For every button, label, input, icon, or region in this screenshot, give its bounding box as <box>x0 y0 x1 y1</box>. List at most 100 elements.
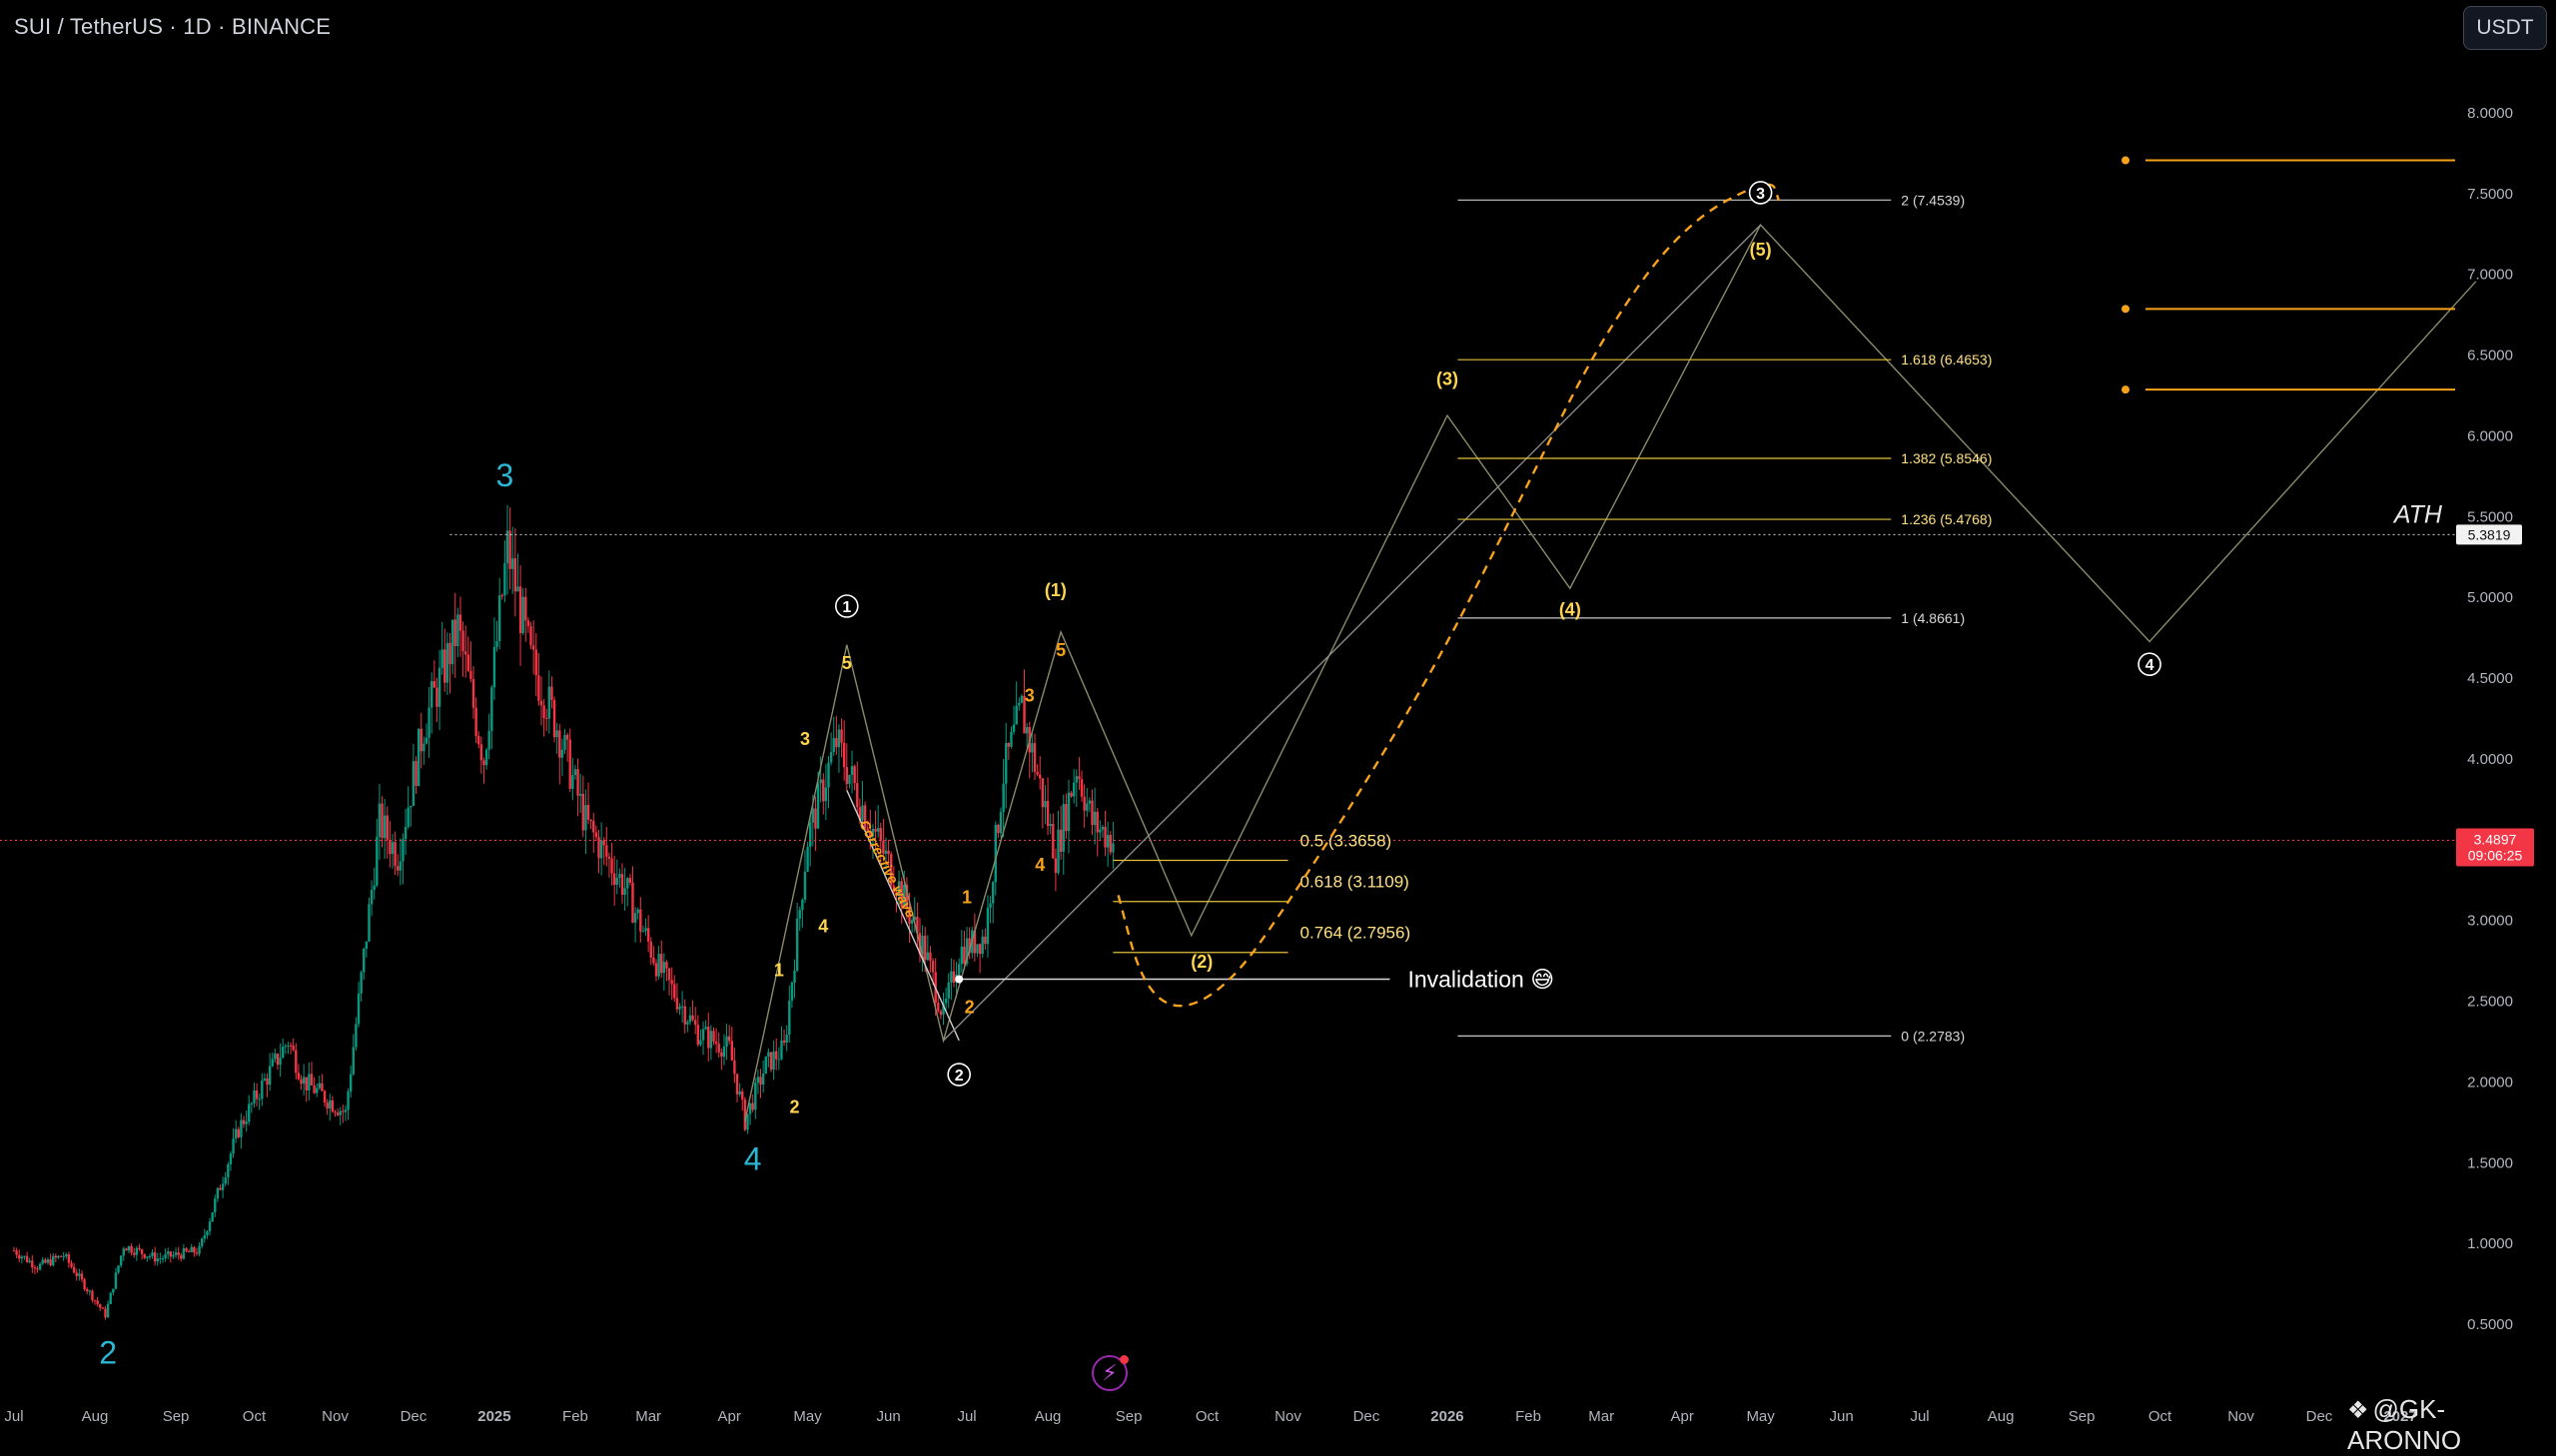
wave-label-circled: 4 <box>2145 657 2154 674</box>
candle-body <box>599 840 603 859</box>
candle-body <box>461 630 464 652</box>
candle-body <box>602 840 605 846</box>
candle-body <box>1093 811 1097 826</box>
candle-body <box>916 916 919 934</box>
wave-circle-marker <box>834 594 859 618</box>
candle-body <box>185 1248 188 1251</box>
candle-body <box>1049 823 1052 827</box>
candle-body <box>386 815 389 840</box>
candle-body <box>937 1003 940 1012</box>
candle-body <box>28 1260 31 1262</box>
candle-body <box>910 920 914 924</box>
candle-body <box>1075 776 1079 783</box>
x-axis-tick-label: Nov <box>322 1408 349 1425</box>
candle-body <box>976 944 979 954</box>
candle-body <box>686 1022 689 1025</box>
candle-body <box>978 944 982 955</box>
ath-price-tag <box>2456 524 2522 545</box>
candle-body <box>448 642 451 665</box>
target-dot <box>2122 305 2130 314</box>
candle-body <box>722 1046 726 1058</box>
candle-body <box>879 828 882 842</box>
y-axis-tick-label: 7.0000 <box>2467 267 2513 284</box>
candle-body <box>46 1259 50 1263</box>
candle-body <box>929 952 932 962</box>
candle-body <box>997 825 1000 834</box>
candle-body <box>1023 695 1026 734</box>
candle-body <box>1106 835 1110 848</box>
candle-body <box>1091 800 1094 826</box>
candle-body <box>410 806 413 808</box>
x-axis-tick-label: Oct <box>1196 1408 1220 1425</box>
candle-body <box>699 1040 702 1046</box>
candle-body <box>678 1006 681 1010</box>
target-dot <box>2122 385 2130 394</box>
candle-body <box>1086 803 1089 811</box>
x-axis-tick-label: Apr <box>1671 1408 1694 1425</box>
x-axis-tick-label: Jul <box>1910 1408 1929 1425</box>
candle-body <box>756 1077 760 1084</box>
candle-body <box>420 728 423 752</box>
corrective-wave-line <box>846 789 960 1042</box>
lightning-icon[interactable]: ⚡ <box>1092 1355 1129 1391</box>
candle-body <box>837 729 841 748</box>
candle-body <box>93 1299 97 1301</box>
candle-body <box>1052 823 1055 859</box>
candle-body <box>78 1273 81 1276</box>
candle-body <box>172 1254 175 1257</box>
projected-path <box>1117 183 1781 1008</box>
candle-body <box>1104 826 1107 848</box>
x-axis-tick-label: Nov <box>1275 1408 1301 1425</box>
currency-button[interactable]: USDT <box>2463 6 2547 50</box>
candle-body <box>487 730 490 750</box>
wave-label-intermediate: 4 <box>818 917 828 937</box>
candle-body <box>234 1128 238 1139</box>
candle-body <box>657 954 660 977</box>
candle-body <box>513 558 517 592</box>
candle-body <box>1039 774 1042 779</box>
x-axis-tick-label: May <box>1746 1408 1775 1425</box>
y-axis-tick-label: 7.5000 <box>2467 186 2513 203</box>
candle-body <box>819 779 822 784</box>
candle-body <box>576 769 579 796</box>
candle-body <box>329 1099 332 1109</box>
candle-body <box>96 1300 99 1304</box>
fib-retracement-label: 0.764 (2.7956) <box>1300 924 1411 943</box>
candle-body <box>355 1024 358 1048</box>
candle-body <box>59 1255 63 1257</box>
ath-price-tag-text: 5.3819 <box>2468 526 2511 542</box>
x-axis-tick-label: Sep <box>1116 1408 1143 1425</box>
candle-body <box>754 1083 757 1110</box>
candle-body <box>730 1041 733 1061</box>
candle-body <box>221 1183 225 1190</box>
candle-body <box>555 730 558 738</box>
candle-body <box>88 1290 91 1292</box>
x-axis-tick-label: Mar <box>1588 1408 1614 1425</box>
candle-body <box>292 1045 295 1051</box>
candle-body <box>897 881 901 896</box>
candle-body <box>187 1250 191 1252</box>
candle-body <box>200 1238 204 1246</box>
candle-body <box>255 1090 259 1099</box>
wave-label-intermediate: (3) <box>1436 368 1458 388</box>
candle-body <box>402 839 405 862</box>
y-axis-tick-label: 1.0000 <box>2467 1235 2513 1252</box>
candle-body <box>712 1031 715 1043</box>
candle-body <box>261 1080 264 1099</box>
candle-body <box>430 681 433 708</box>
candle-body <box>660 954 663 974</box>
candle-body <box>75 1272 78 1276</box>
candle-body <box>266 1078 269 1086</box>
candle-body <box>709 1031 713 1049</box>
symbol-title[interactable]: SUI / TetherUS · 1D · BINANCE <box>14 14 332 39</box>
candle-body <box>282 1047 285 1059</box>
candle-body <box>216 1187 220 1199</box>
candle-body <box>326 1102 329 1109</box>
fib-extension-label: 1.236 (5.4768) <box>1901 511 1992 527</box>
candle-body <box>190 1246 193 1252</box>
candle-body <box>477 735 480 745</box>
candle-body <box>65 1254 68 1256</box>
candle-body <box>1015 705 1018 725</box>
candle-body <box>633 913 637 923</box>
